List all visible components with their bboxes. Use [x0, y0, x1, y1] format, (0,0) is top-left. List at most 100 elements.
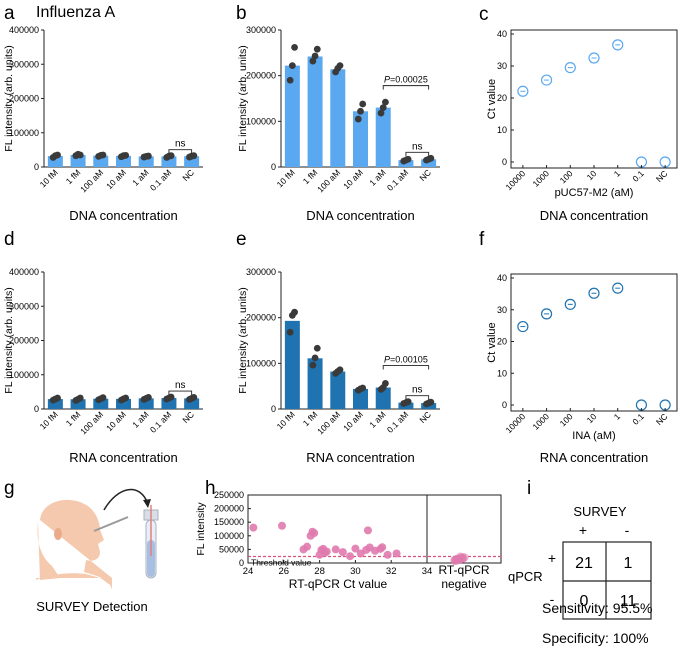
- chart-c: 0 10 20 30 40 Ct value 10000 1000 100 10 1 0.1 NC pUC…: [486, 29, 678, 223]
- y-tick-label: 10: [497, 125, 507, 135]
- sensitivity-text: Sensitivity: 95.5%: [542, 600, 653, 616]
- replicate-dot: [54, 151, 61, 159]
- y-tick-label: 50000: [219, 544, 244, 554]
- x-tick-label: 26: [279, 566, 290, 577]
- y-tick-label: 300000: [246, 25, 276, 35]
- x-tick-label: 100: [558, 411, 575, 428]
- panel-letter-a: a: [4, 3, 15, 24]
- p-symbol: P: [384, 75, 390, 85]
- scatter-point: [346, 552, 355, 561]
- x-tick-label: NC: [417, 409, 433, 425]
- table-col-title: SURVEY: [573, 504, 627, 519]
- chart-h: 0 50000 100000 150000 200000 250000 24 26 28 30 32…: [195, 490, 502, 591]
- y-tick-label: 30: [497, 61, 507, 71]
- y-axis-label: FL intensity (arb. units): [237, 287, 249, 393]
- replicate-dot: [427, 398, 435, 406]
- table-cell-fp: 0: [580, 593, 589, 610]
- replicate-dot: [377, 109, 385, 117]
- replicate-dot: [313, 344, 321, 352]
- x-tick-label: 10 aM: [104, 409, 128, 433]
- x-tick-label: 34: [422, 566, 433, 577]
- y-tick-label: 100000: [9, 370, 39, 380]
- x-tick-label: 1 fM: [301, 167, 320, 186]
- plot-frame: [247, 494, 502, 564]
- bar-0.1-aM: [161, 156, 177, 167]
- replicate-dot: [354, 115, 362, 123]
- x-tick-label: 10000: [503, 411, 527, 435]
- table-row-sign-minus: -: [550, 591, 555, 607]
- y-tick-label: 0: [239, 558, 244, 568]
- ct-point: [517, 85, 529, 97]
- bar-100-aM: [93, 398, 109, 409]
- bar-100-aM: [330, 69, 346, 167]
- y-tick-label: 20: [497, 337, 507, 347]
- x-tick-label: 30: [350, 566, 361, 577]
- significance-label: P=0.00025: [384, 75, 428, 85]
- x-tick-label: 1 fM: [301, 409, 320, 428]
- bar-10-aM: [116, 155, 131, 167]
- x-tick-label: 0.1 aM: [148, 409, 173, 434]
- arrow-curve: [103, 488, 149, 511]
- x-tick-label: NC: [654, 168, 670, 184]
- panel-i-table: SURVEY + - + - qPCR 21 1 0 11: [508, 504, 652, 620]
- ct-point: [564, 61, 576, 74]
- bar-1-fM: [70, 155, 86, 167]
- table-col-sign-minus: -: [625, 522, 630, 538]
- bar-100-aM: [330, 371, 346, 409]
- replicate-dot: [167, 152, 175, 160]
- chart-e: 0 100000 200000 300000 FL intensity (arb. un…: [237, 267, 440, 465]
- y-tick-label: 300000: [9, 301, 39, 311]
- scatter-point: [310, 529, 319, 538]
- y-tick-label: 30: [497, 305, 507, 315]
- x-axis-title: DNA concentration: [69, 208, 177, 223]
- y-tick-label: 0: [34, 404, 39, 414]
- table-col-sign-plus: +: [579, 522, 587, 538]
- y-axis-label: FL intensity (arb. units): [237, 45, 249, 151]
- p-symbol: P: [384, 355, 390, 365]
- x-tick-label: 10 fM: [275, 167, 297, 189]
- y-tick-label: 0: [34, 162, 39, 172]
- y-tick-label: 40: [497, 273, 507, 283]
- y-axis-label: Ct value: [486, 79, 498, 119]
- x-tick-label: 0.1: [630, 411, 646, 427]
- significance-bracket: [405, 395, 430, 400]
- x-tick-label: 10 aM: [341, 409, 365, 433]
- table-row-title: qPCR: [508, 569, 543, 584]
- x-axis-title: RNA concentration: [69, 450, 177, 465]
- x-tick-label: 1: [612, 168, 623, 179]
- scatter-point: [331, 545, 340, 554]
- x-tick-label: 10 fM: [38, 167, 60, 189]
- x-tick-label: 100 aM: [78, 167, 105, 194]
- y-tick-label: 300000: [246, 267, 276, 277]
- negative-point: [457, 553, 467, 563]
- panel-letter-e: e: [236, 229, 247, 250]
- x-tick-label: 10 aM: [104, 167, 128, 191]
- panel-letter-h: h: [205, 478, 216, 499]
- x-tick-label: 100: [558, 168, 575, 185]
- significance-bracket: [382, 365, 430, 370]
- replicate-dot: [379, 104, 387, 112]
- x-tick-label: 1 fM: [64, 409, 83, 428]
- panel-letter-d: d: [4, 229, 15, 250]
- replicate-dot: [145, 393, 152, 401]
- replicate-dot: [76, 394, 84, 402]
- scatter-point: [378, 543, 387, 552]
- chart-a: 0 100000 200000 300000 400000 FL intensity (a…: [3, 25, 203, 223]
- y-tick-label: 100000: [9, 128, 39, 138]
- bar-10-aM: [116, 398, 131, 409]
- panel-g-illustration: [36, 488, 159, 590]
- ct-point: [540, 74, 553, 86]
- bar-10-aM: [353, 111, 368, 167]
- chart-d: 0 100000 200000 300000 400000 FL intensity (a…: [3, 267, 203, 465]
- x-tick-label: 100 aM: [315, 409, 342, 436]
- panel-letter-g: g: [4, 478, 15, 499]
- bar-10-fM: [47, 399, 63, 409]
- y-tick-label: 100000: [246, 116, 276, 126]
- replicate-dot: [309, 361, 317, 369]
- x-axis-title: DNA concentration: [306, 208, 414, 223]
- ct-point: [612, 282, 624, 294]
- significance-label: ns: [412, 141, 423, 152]
- bar-0.1-aM: [161, 398, 177, 409]
- p-value: =0.00025: [390, 75, 428, 85]
